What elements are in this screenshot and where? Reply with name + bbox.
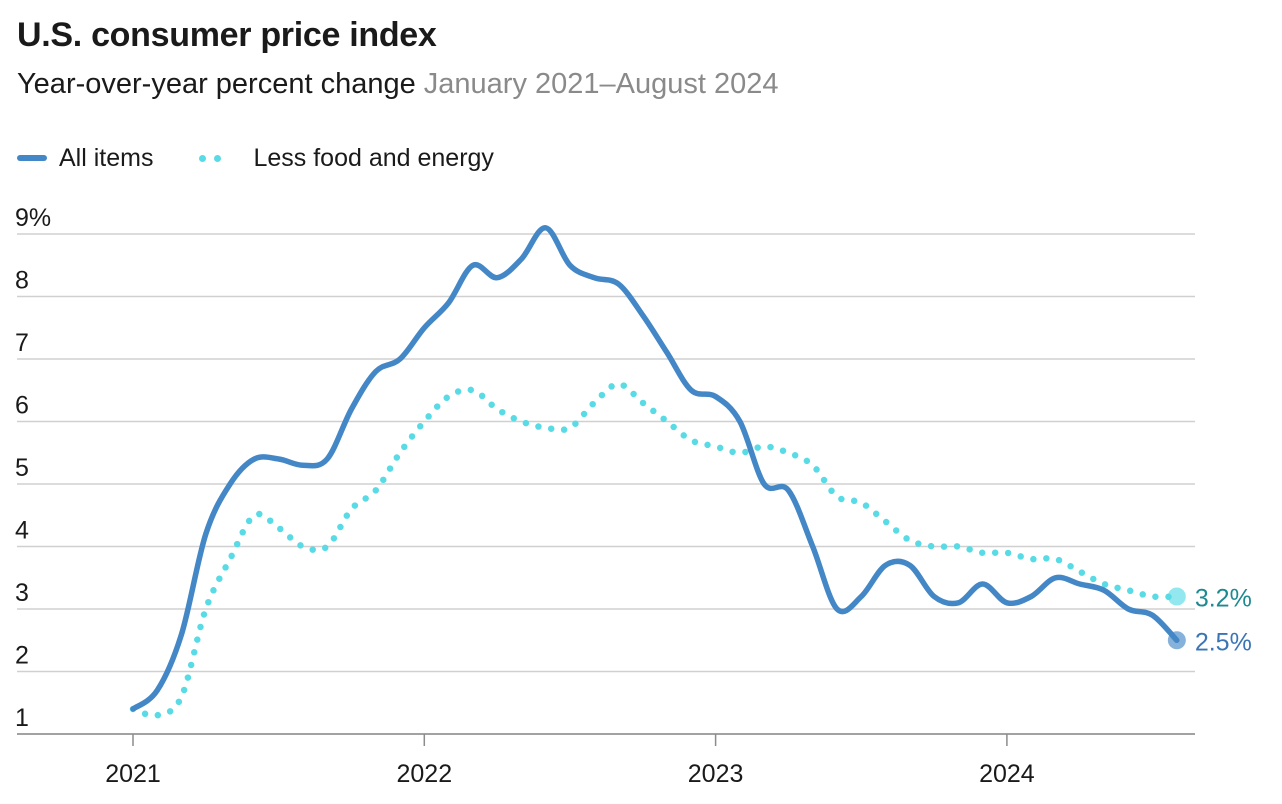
- y-tick-label: 6: [15, 392, 29, 420]
- x-tick-label: 2022: [396, 760, 452, 788]
- legend-label-less-food-and-energy: Less food and energy: [253, 143, 494, 172]
- legend-swatch-dotted: [199, 154, 229, 162]
- x-tick-label: 2024: [979, 760, 1035, 788]
- chart-subtitle: Year-over-year percent change January 20…: [17, 68, 779, 101]
- legend-swatch-solid: [17, 155, 47, 161]
- end-marker-all-items: [1167, 631, 1186, 650]
- legend: All items Less food and energy: [17, 142, 540, 174]
- chart-title: U.S. consumer price index: [17, 16, 437, 54]
- subtitle-range: January 2021–August 2024: [423, 68, 779, 100]
- y-tick-label: 8: [15, 267, 29, 295]
- y-tick-label: 9%: [15, 204, 51, 232]
- y-tick-label: 5: [15, 454, 29, 482]
- series-line-less-food-and-energy: [129, 380, 1181, 719]
- subtitle-measure: Year-over-year percent change: [17, 68, 416, 100]
- y-tick-label: 2: [15, 642, 29, 670]
- end-label-all-items: 2.5%: [1195, 628, 1252, 656]
- legend-dot: [199, 154, 207, 162]
- legend-item-less-food-and-energy: Less food and energy: [199, 143, 494, 173]
- y-tick-label: 3: [15, 579, 29, 607]
- legend-label-all-items: All items: [59, 143, 154, 172]
- y-tick-label: 4: [15, 517, 29, 545]
- y-tick-label: 1: [15, 704, 29, 732]
- x-tick-label: 2021: [105, 760, 161, 788]
- end-label-less-food-and-energy: 3.2%: [1195, 585, 1252, 613]
- end-marker-less-food-and-energy: [1167, 587, 1186, 606]
- series-line-all-items: [130, 225, 1180, 712]
- legend-item-all-items: All items: [17, 144, 153, 173]
- y-tick-label: 7: [15, 329, 29, 357]
- x-tick-label: 2023: [688, 760, 744, 788]
- legend-dot: [214, 154, 222, 162]
